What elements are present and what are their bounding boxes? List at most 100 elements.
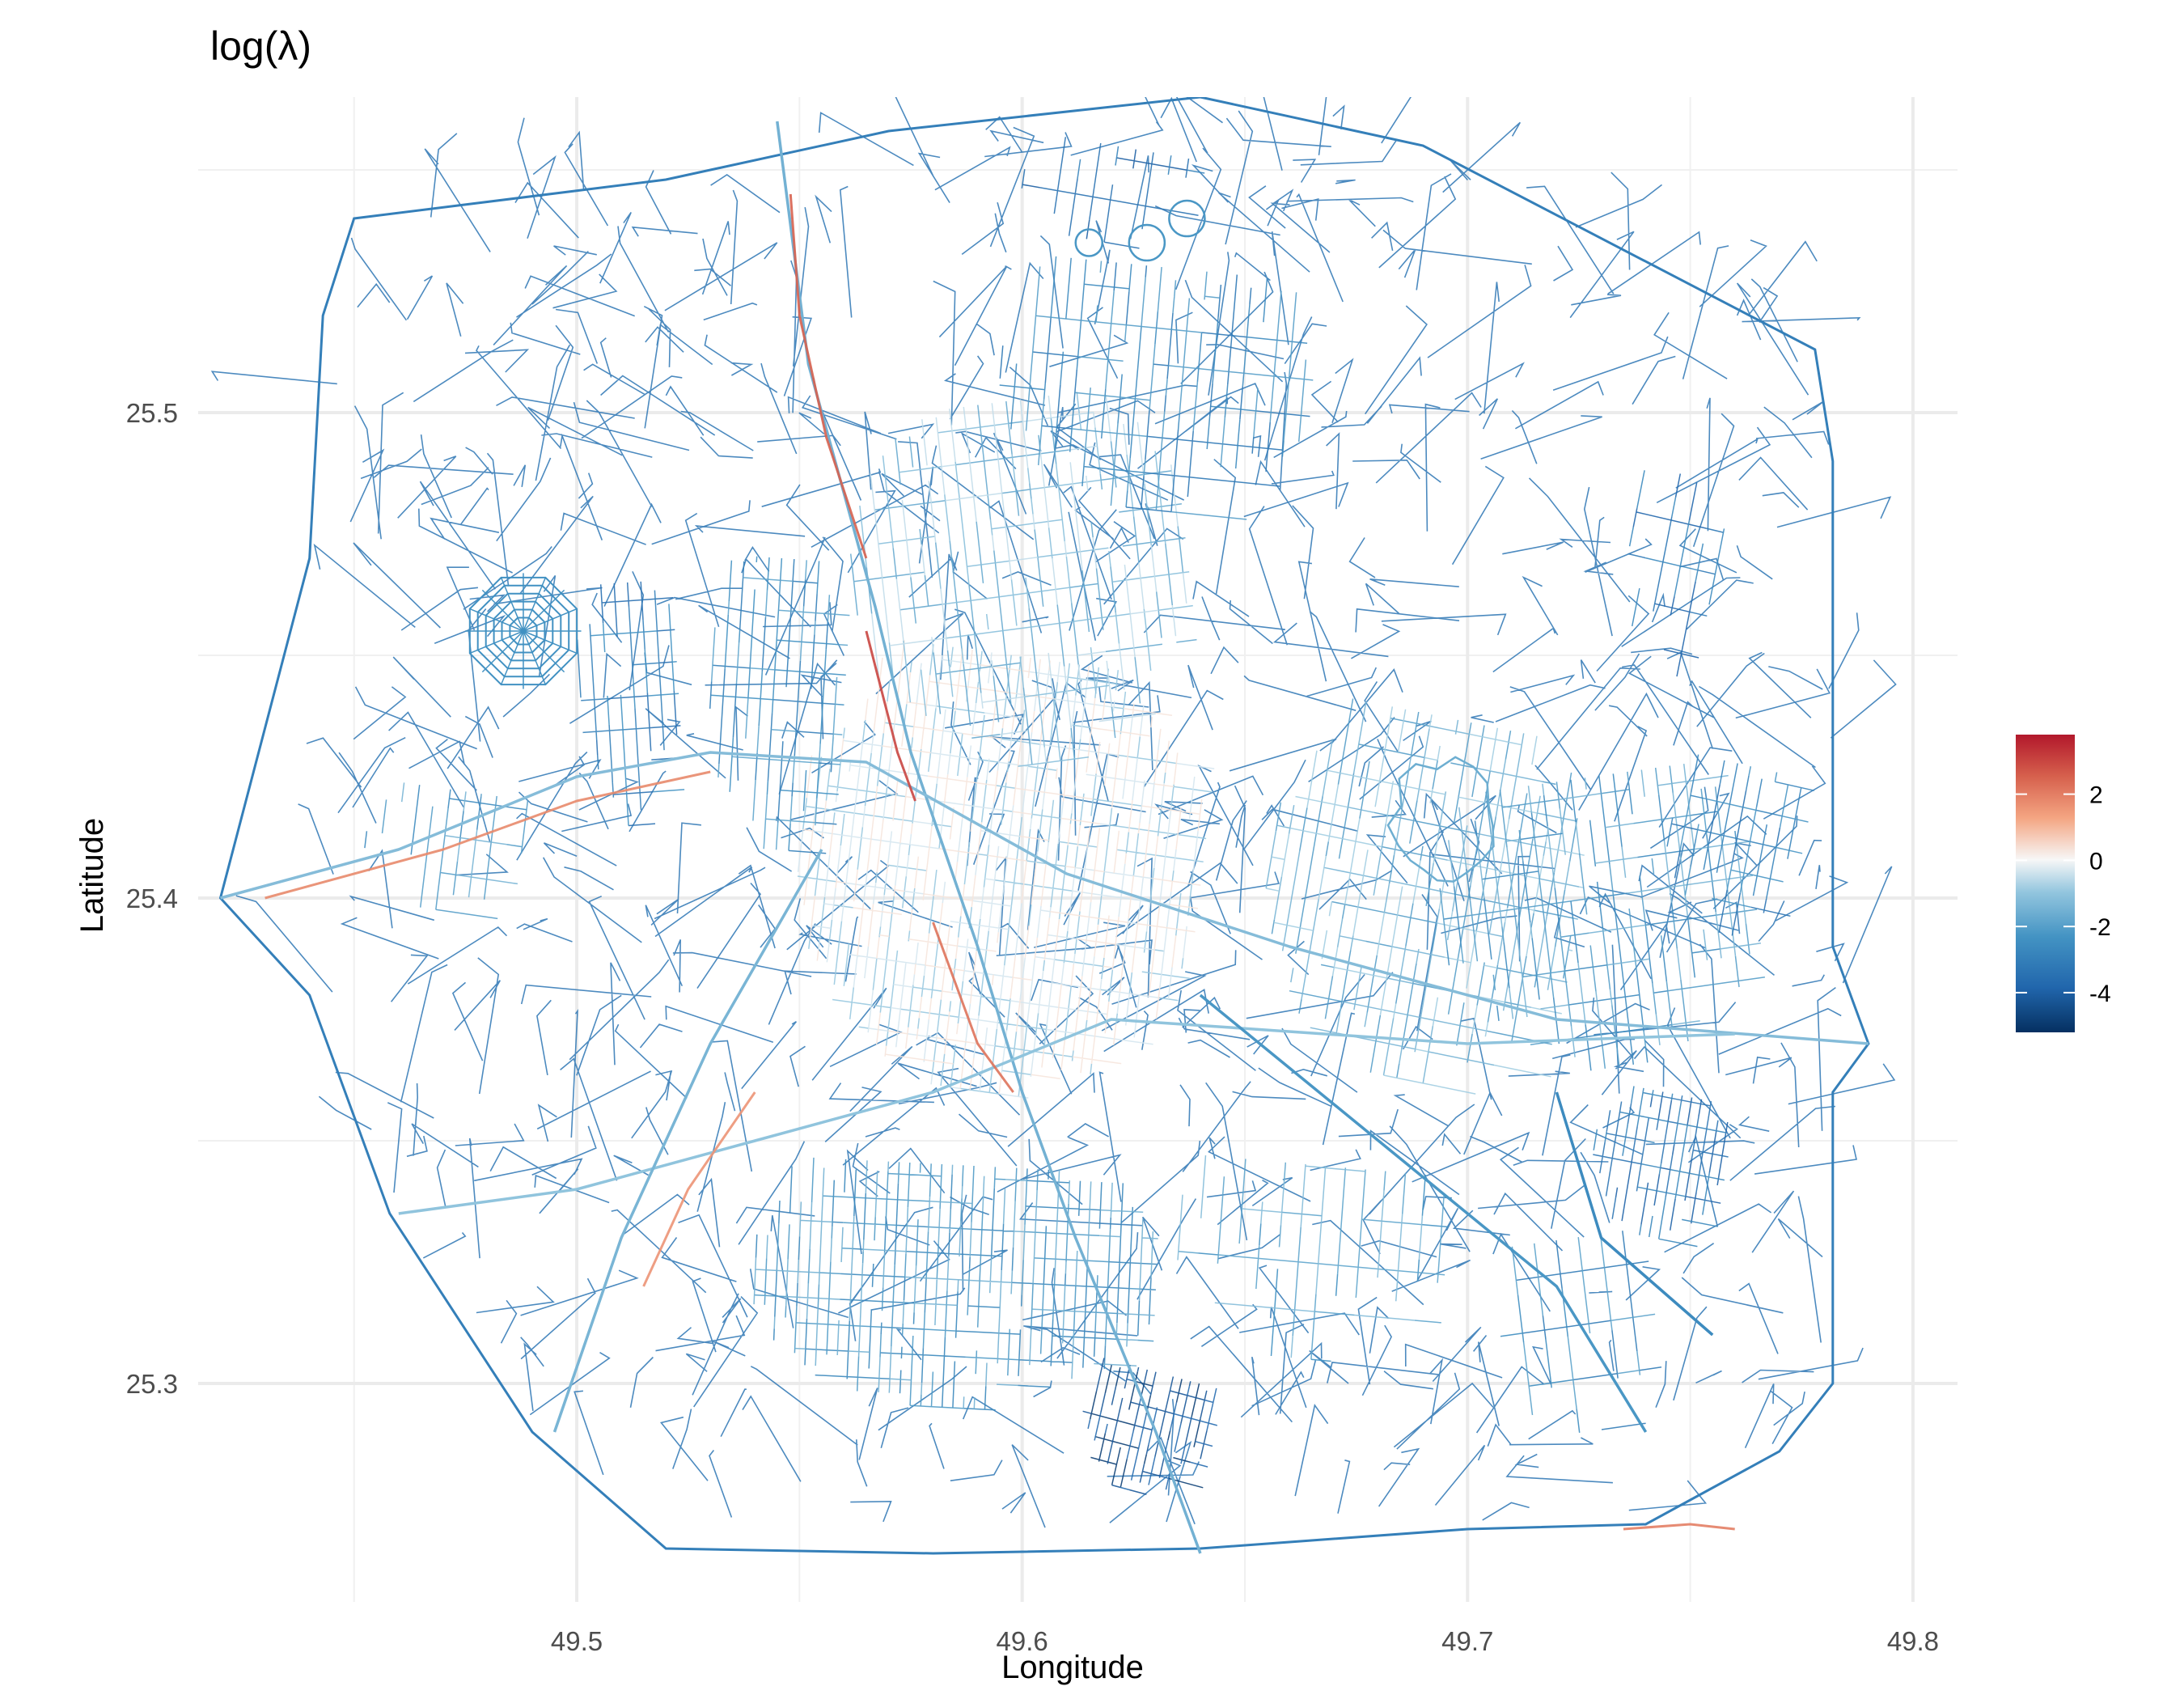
legend-ticks: 2 0 -2 -4: [2016, 782, 2111, 1007]
street-segments: [1178, 1159, 1445, 1360]
circular-road: [1128, 223, 1166, 262]
circular-road: [1168, 199, 1206, 238]
high-intensity-segment: [932, 922, 1014, 1093]
district-streets: [1265, 698, 1585, 1095]
plot-title: log(λ): [210, 23, 311, 69]
street-segments: [1021, 137, 1199, 249]
y-tick-label: 25.3: [126, 1369, 178, 1399]
street-segments: [1671, 784, 1791, 936]
octagon-ring: [468, 576, 578, 686]
circular-road: [1074, 228, 1104, 257]
district-streets: [1439, 764, 1766, 1071]
color-legend: 2 0 -2 -4: [2016, 735, 2111, 1032]
highway: [552, 849, 823, 1433]
district-streets: [753, 1157, 1158, 1411]
street-segments: [1439, 765, 1766, 1069]
street-segments: [1022, 149, 1187, 239]
street-segments: [1627, 516, 1724, 617]
street-segments: [1516, 1231, 1662, 1430]
octagon-spoke: [481, 589, 524, 632]
legend-tick-label: -2: [2089, 914, 2111, 941]
octagon-spoke: [523, 630, 547, 685]
district-streets: [1177, 1155, 1449, 1362]
octagon-spoke: [469, 608, 524, 632]
district-streets: [999, 256, 1314, 520]
street-segments: [1025, 261, 1314, 520]
street-segments: [709, 559, 837, 854]
octagon-spoke: [523, 608, 578, 632]
octagon-spoke: [523, 589, 565, 632]
street-segments: [870, 395, 1187, 763]
street-segments: [710, 556, 846, 851]
street-segments: [754, 1157, 1154, 1409]
y-axis-title: Latitude: [74, 818, 110, 933]
octagon-spoke: [523, 577, 547, 632]
octagonal-district: [465, 573, 582, 689]
highway: [1199, 994, 1648, 1433]
street-segments: [1628, 470, 1725, 627]
street-segments: [797, 652, 1215, 1099]
highway: [776, 121, 1202, 1554]
legend-tick-label: 0: [2089, 848, 2103, 875]
street-segments: [1500, 1288, 1581, 1433]
street-segments: [595, 581, 683, 827]
district-streets: [849, 392, 1197, 768]
district-streets: [1500, 1231, 1662, 1433]
highway: [220, 751, 1869, 1045]
ring-road: [218, 97, 1870, 1555]
street-segments: [1632, 473, 1707, 677]
x-axis-ticks: 49.5 49.6 49.7 49.8: [551, 1626, 1939, 1656]
octagon-spoke: [469, 630, 524, 655]
x-tick-label: 49.7: [1441, 1626, 1493, 1656]
x-tick-label: 49.8: [1887, 1626, 1939, 1656]
octagon-spoke: [500, 577, 524, 632]
high-intensity-segment: [789, 193, 868, 559]
district-streets: [576, 581, 685, 827]
highway: [1555, 1091, 1714, 1337]
district-streets: [364, 782, 529, 920]
octagon-spoke: [523, 630, 565, 673]
street-segments: [1077, 146, 1205, 179]
high-intensity-segment: [865, 630, 916, 802]
octagon-spoke: [500, 630, 524, 685]
street-segments: [1448, 764, 1762, 1057]
y-axis-ticks: 25.3 25.4 25.5: [126, 398, 178, 1399]
legend-colorbar: [2016, 735, 2075, 1032]
street-segments: [1593, 1095, 1729, 1219]
district-streets: [1666, 754, 1815, 936]
street-segments: [710, 560, 850, 850]
street-segments: [1177, 1155, 1424, 1358]
street-segments: [576, 590, 665, 811]
street-segments: [1087, 1378, 1217, 1491]
street-segments: [1198, 1174, 1449, 1362]
district-streets: [797, 640, 1215, 1099]
high-intensity-segment: [265, 770, 711, 900]
octagon-spoke: [481, 630, 524, 673]
street-segments: [1593, 1086, 1726, 1248]
street-segments: [1266, 706, 1585, 1095]
street-segments: [1082, 1358, 1208, 1495]
district-streets: [709, 556, 850, 854]
street-segments: [1679, 766, 1809, 909]
legend-tick-label: -4: [2089, 981, 2111, 1007]
highway: [398, 1018, 1735, 1215]
octagon-spoke: [523, 630, 578, 655]
street-segments: [1443, 773, 1737, 1071]
street-segments: [999, 262, 1310, 513]
street-segments: [1666, 754, 1815, 900]
street-segments: [797, 644, 1212, 1097]
street-segments: [400, 782, 518, 898]
district-streets: [1627, 470, 1725, 677]
x-tick-label: 49.5: [551, 1626, 603, 1656]
legend-tick-label: 2: [2089, 782, 2103, 809]
y-tick-label: 25.4: [126, 883, 178, 913]
street-segments: [1511, 1234, 1656, 1416]
district-streets: [1021, 137, 1205, 249]
x-axis-title: Longitude: [1001, 1650, 1144, 1685]
district-streets: [1082, 1358, 1217, 1495]
street-segments: [753, 1160, 1158, 1409]
street-segments: [364, 785, 527, 855]
street-segments: [999, 256, 1308, 507]
rural-roads: [210, 97, 1897, 1528]
high-intensity-segment: [1623, 1523, 1735, 1531]
